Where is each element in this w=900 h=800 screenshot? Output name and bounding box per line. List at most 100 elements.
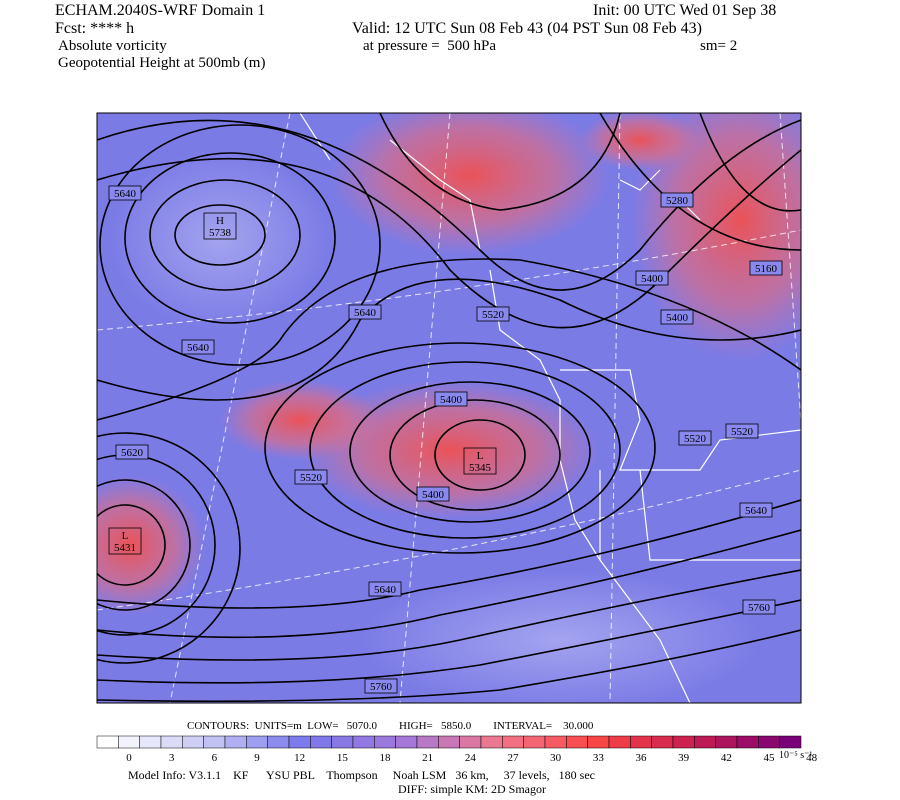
header-fcst: Fcst: **** h — [55, 20, 135, 37]
colorbar-cell — [672, 735, 695, 749]
contour-label: 5760 — [370, 681, 393, 693]
colorbar-tick-label: 27 — [508, 752, 520, 764]
colorbar-tick-label: 48 — [806, 752, 818, 764]
header-field: Geopotential Height at 500mb (m) — [58, 55, 266, 71]
contour-label-box — [739, 502, 773, 518]
colorbar-cell — [651, 735, 674, 749]
header-init: Init: 00 UTC Wed 01 Sep 38 — [593, 2, 777, 19]
colorbar-cell — [331, 735, 354, 749]
center-value: 5345 — [469, 462, 492, 474]
colorbar-cell — [608, 735, 631, 749]
colorbar-tick-label: 24 — [465, 752, 477, 764]
contour-label-box — [348, 304, 382, 320]
colorbar-tick-label: 45 — [764, 752, 776, 764]
contour-label-box — [635, 270, 669, 286]
colorbar-tick-label: 6 — [212, 752, 218, 764]
colorbar-tick-label: 15 — [337, 752, 349, 764]
contour-label: 5520 — [731, 426, 754, 438]
header-field: Absolute vorticity — [58, 38, 167, 54]
colorbar-tick-label: 12 — [294, 752, 305, 764]
contour-label-box — [364, 678, 398, 694]
colorbar-cell — [310, 735, 332, 749]
colorbar-cell — [246, 735, 268, 749]
contour-label: 5400 — [422, 489, 445, 501]
contour-label-box — [416, 486, 450, 502]
contour-label: 5640 — [114, 188, 137, 200]
center-box — [463, 447, 497, 475]
colorbar-cell — [267, 735, 290, 749]
colorbar-tick-label: 36 — [636, 752, 648, 764]
contour-label: 5400 — [666, 312, 689, 324]
colorbar-tick-label: 33 — [593, 752, 605, 764]
colorbar-tick-label: 21 — [422, 752, 433, 764]
colorbar-cell — [395, 735, 418, 749]
colorbar-tick-label: 9 — [254, 752, 260, 764]
colorbar-cell — [288, 735, 311, 749]
colorbar-cell — [715, 735, 738, 749]
map-field — [97, 113, 801, 703]
colorbar-cell — [118, 735, 140, 749]
contour-label-box — [749, 260, 783, 276]
colorbar-cell — [160, 735, 183, 749]
contour-label-box — [476, 306, 510, 322]
contour-label-box — [678, 430, 712, 446]
colorbar-cell — [736, 735, 759, 749]
colorbar-cell — [694, 735, 716, 749]
contour-label-box — [181, 339, 215, 355]
contour-label: 5520 — [300, 472, 323, 484]
contour-label: 5620 — [121, 447, 144, 459]
center-value: 5431 — [114, 542, 136, 554]
contour-label: 5520 — [482, 309, 505, 321]
contour-label: 5400 — [440, 394, 463, 406]
center-box — [203, 212, 237, 240]
colorbar-cell — [459, 735, 482, 749]
colorbar-cell — [374, 735, 396, 749]
colorbar-cell — [352, 735, 375, 749]
center-type: L — [477, 450, 484, 462]
colorbar-cell — [416, 735, 439, 749]
colorbar-cell — [203, 735, 226, 749]
colorbar-tick-label: 42 — [721, 752, 732, 764]
colorbar-cell — [544, 735, 567, 749]
colorbar-cell — [480, 735, 503, 749]
contour-label-box — [294, 469, 328, 485]
contour-info: CONTOURS: UNITS=m LOW= 5070.0 HIGH= 5850… — [187, 720, 594, 732]
colorbar-cell — [587, 735, 610, 749]
header-smooth: sm= 2 — [700, 38, 738, 54]
colorbar-cell — [438, 735, 460, 749]
colorbar-tick-label: 30 — [550, 752, 562, 764]
center-type: L — [122, 530, 129, 542]
colorbar-tick-label: 3 — [169, 752, 175, 764]
colorbar-cell — [182, 735, 204, 749]
contour-label-box — [660, 309, 694, 325]
contour-label-box — [725, 423, 759, 439]
header-pressure: at pressure = 500 hPa — [363, 38, 497, 54]
contour-label-box — [660, 192, 694, 208]
colorbar-tick-label: 18 — [380, 752, 392, 764]
contour-label-box — [368, 581, 402, 597]
contour-label: 5400 — [641, 273, 664, 285]
colorbar-cell — [502, 735, 524, 749]
contour-label: 5520 — [684, 433, 707, 445]
contour-label: 5640 — [745, 505, 768, 517]
contour-label: 5640 — [354, 307, 377, 319]
header-model: ECHAM.2040S-WRF Domain 1 — [55, 2, 266, 19]
center-box — [108, 527, 142, 555]
contour-label: 5160 — [755, 263, 778, 275]
colorbar-cell — [779, 735, 802, 749]
colorbar-cell — [758, 735, 780, 749]
contour-label: 5760 — [748, 602, 771, 614]
contour-label: 5640 — [187, 342, 210, 354]
colorbar-cell — [630, 735, 652, 749]
colorbar-tick-label: 39 — [678, 752, 690, 764]
header-valid: Valid: 12 UTC Sun 08 Feb 43 (04 PST Sun … — [352, 20, 702, 37]
contour-label: 5640 — [374, 584, 397, 596]
colorbar-cell — [224, 735, 247, 749]
model-info: Model Info: V3.1.1 KF YSU PBL Thompson N… — [128, 768, 595, 782]
map-frame — [96, 112, 802, 704]
diff-info: DIFF: simple KM: 2D Smagor — [398, 782, 547, 796]
colorbar-cell — [96, 735, 119, 749]
contour-label-box — [742, 599, 776, 615]
